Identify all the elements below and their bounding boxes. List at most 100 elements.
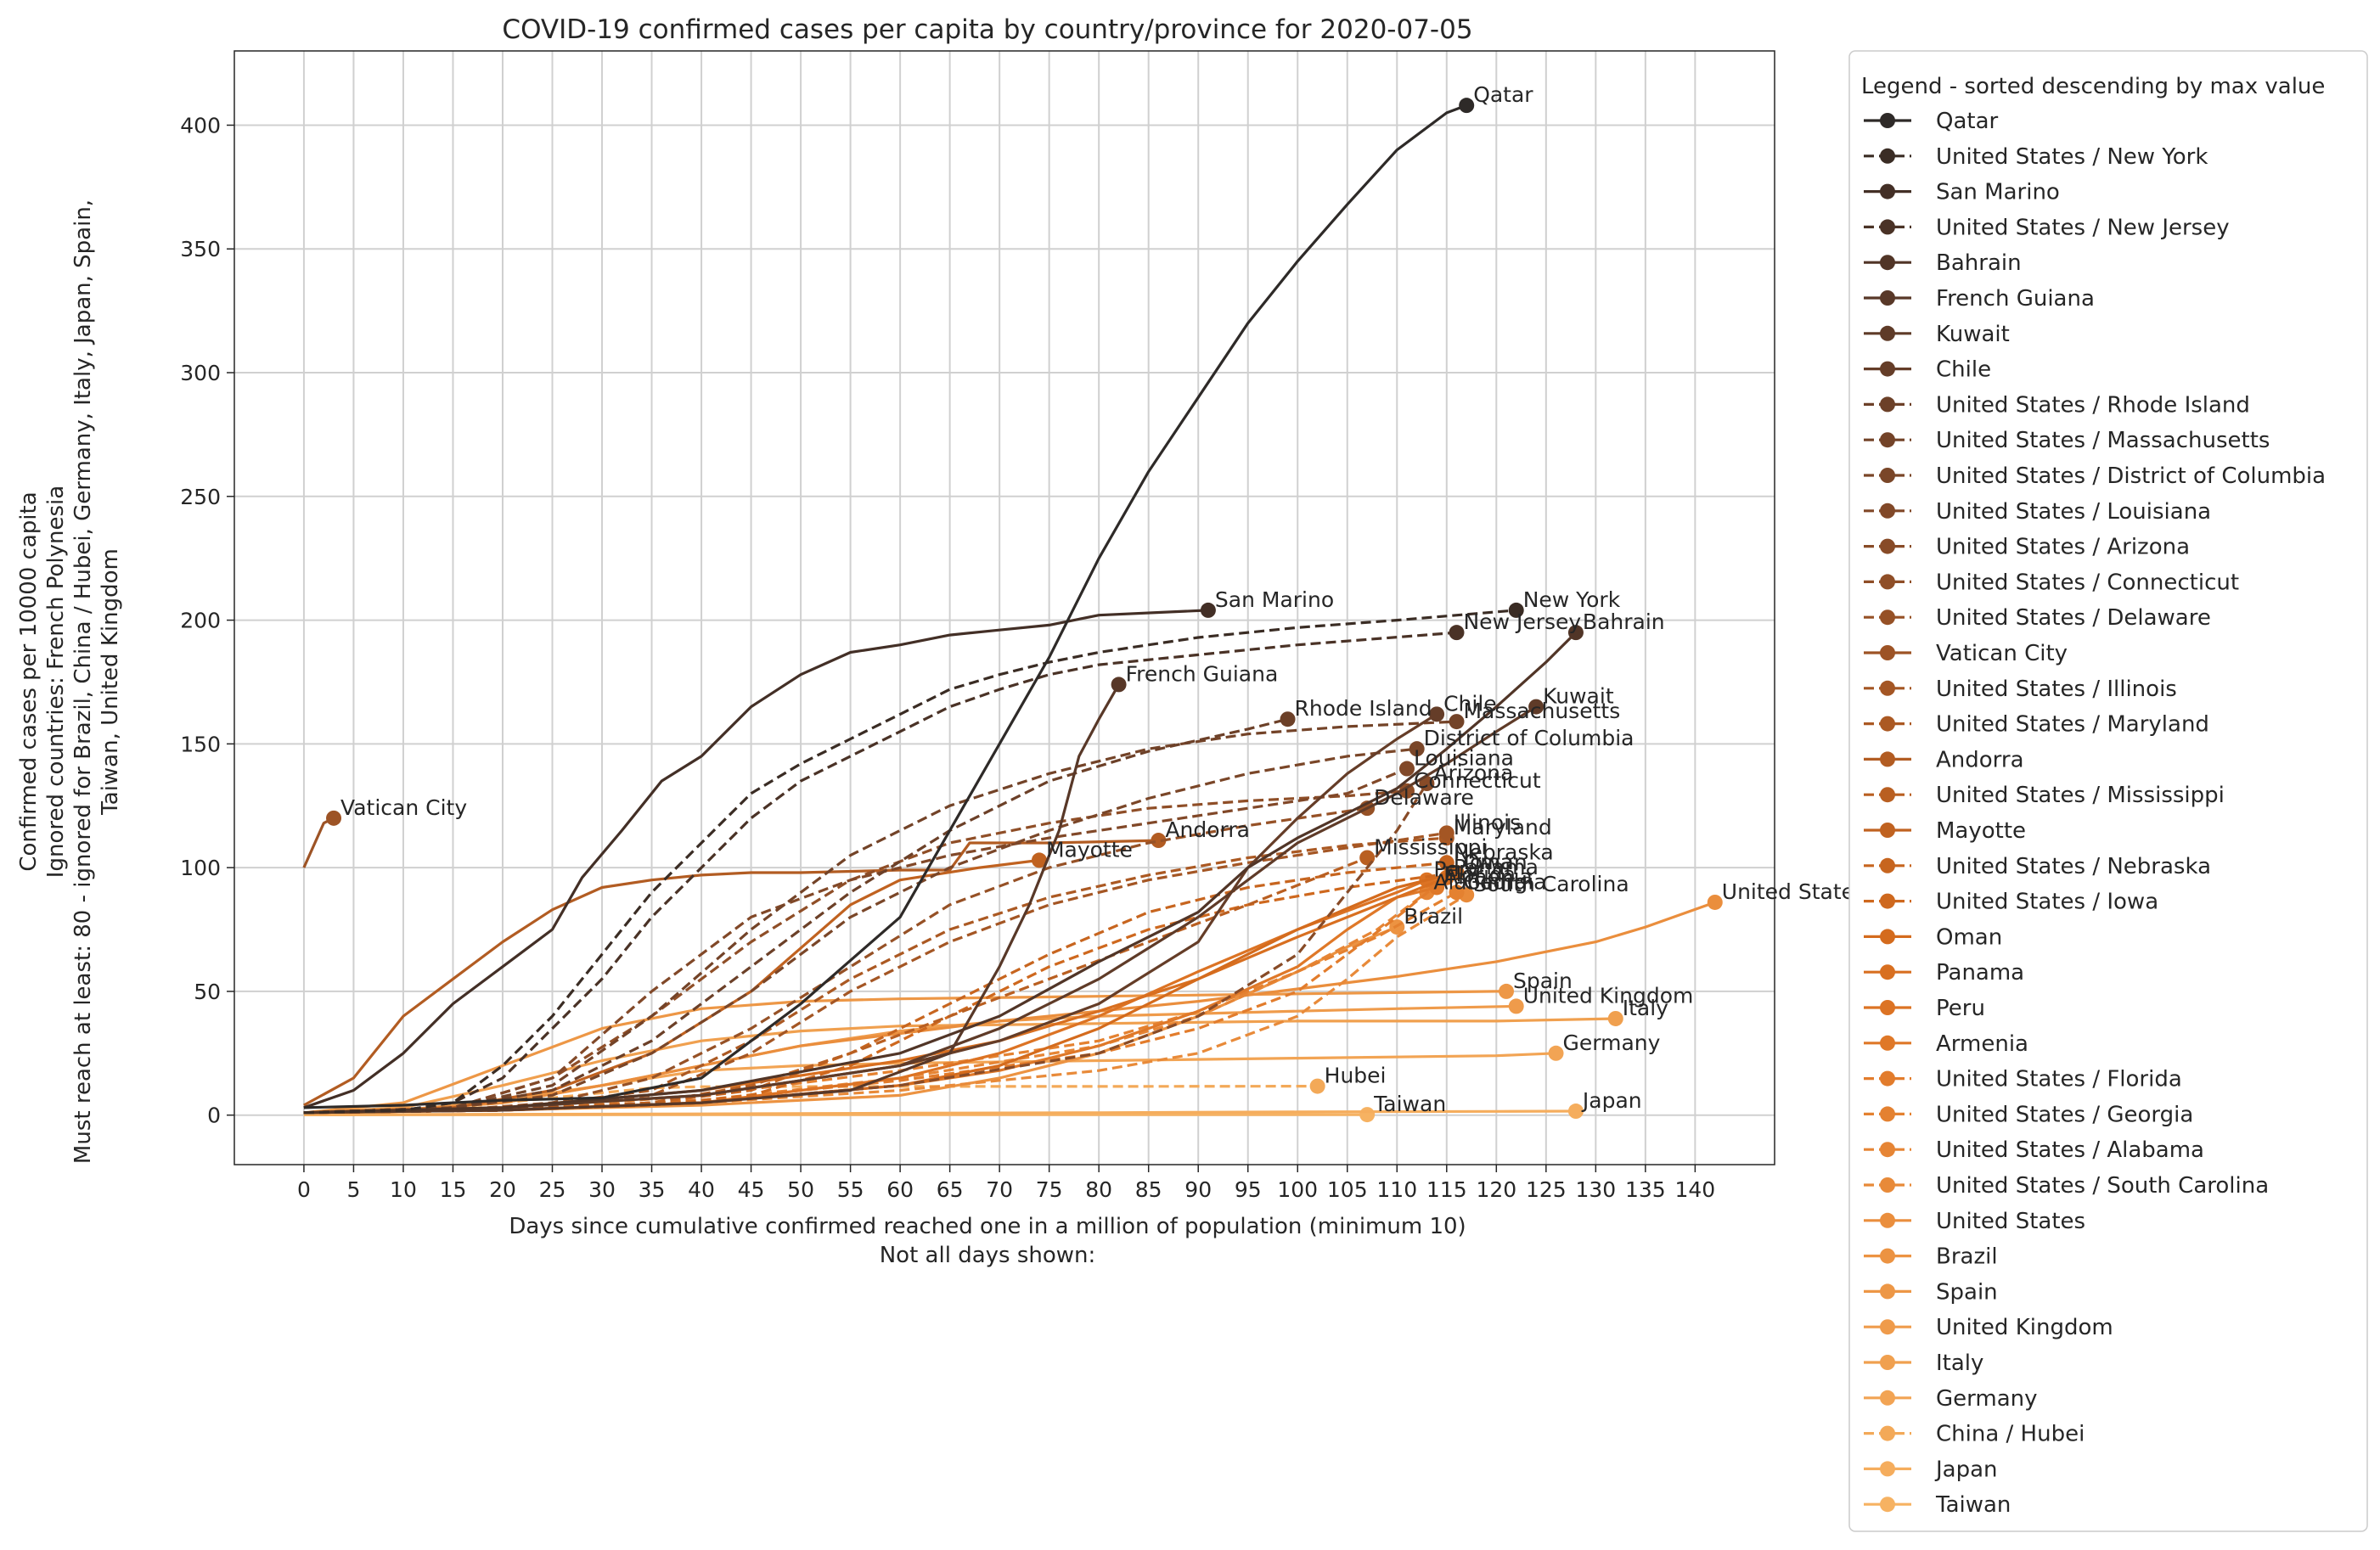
x-tick-label: 65 — [937, 1177, 964, 1202]
x-tick-label: 0 — [297, 1177, 311, 1202]
legend-marker — [1880, 716, 1895, 732]
legend-entry-label: United States / Alabama — [1936, 1137, 2204, 1163]
legend-entry-label: San Marino — [1936, 180, 2060, 205]
legend-marker — [1880, 574, 1895, 589]
series-end-label: Japan — [1581, 1088, 1642, 1113]
legend-marker — [1880, 1000, 1895, 1015]
legend-marker — [1880, 964, 1895, 980]
legend-entry-label: United States / Maryland — [1936, 712, 2209, 738]
x-tick-label: 85 — [1135, 1177, 1162, 1202]
x-axis-note: Not all days shown: — [880, 1243, 1096, 1268]
legend-marker — [1880, 362, 1895, 377]
legend-marker — [1880, 432, 1895, 447]
legend-entry-label: Armenia — [1936, 1031, 2028, 1057]
legend-marker — [1880, 1390, 1895, 1406]
legend-marker — [1880, 823, 1895, 838]
legend-entry-label: Vatican City — [1936, 641, 2068, 666]
legend-marker — [1880, 751, 1895, 767]
series-end-label: French Guiana — [1126, 661, 1279, 686]
legend-marker — [1880, 326, 1895, 341]
y-tick-label: 0 — [207, 1104, 221, 1128]
y-axis-label: Confirmed cases per 10000 capita — [16, 491, 42, 871]
series-end-label: New York — [1523, 587, 1621, 612]
x-tick-label: 45 — [738, 1177, 765, 1202]
x-tick-label: 105 — [1327, 1177, 1368, 1202]
legend-marker — [1880, 113, 1895, 128]
x-tick-label: 60 — [886, 1177, 914, 1202]
legend-entry-label: Peru — [1936, 996, 1985, 1021]
legend-entry-label: United States / Nebraska — [1936, 854, 2211, 879]
legend-marker — [1880, 396, 1895, 412]
legend-entry-label: Germany — [1936, 1386, 2038, 1412]
series-end-label: San Marino — [1215, 587, 1334, 612]
x-axis-label: Days since cumulative confirmed reached … — [509, 1214, 1466, 1239]
legend-entry-label: Spain — [1936, 1279, 1998, 1305]
legend-entry-label: Kuwait — [1936, 322, 2010, 347]
series-end-marker — [1280, 711, 1296, 727]
series-end-marker — [1608, 1011, 1623, 1026]
x-tick-label: 15 — [440, 1177, 467, 1202]
y-tick-label: 350 — [180, 237, 221, 261]
legend-marker — [1880, 255, 1895, 270]
series-end-label: Hubei — [1325, 1064, 1387, 1088]
legend-entry-label: Qatar — [1936, 109, 1999, 134]
legend-entry-label: United States / South Carolina — [1936, 1173, 2269, 1199]
legend-marker — [1880, 539, 1895, 554]
series-end-marker — [1310, 1079, 1325, 1094]
legend-marker — [1880, 787, 1895, 802]
y-tick-label: 250 — [180, 485, 221, 509]
legend-entry-label: Taiwan — [1935, 1492, 2011, 1518]
y-tick-label: 300 — [180, 361, 221, 385]
legend-marker — [1880, 681, 1895, 696]
x-tick-label: 95 — [1235, 1177, 1262, 1202]
series-end-marker — [1359, 1107, 1375, 1122]
legend-entry-label: United States / Florida — [1936, 1067, 2182, 1092]
x-tick-label: 135 — [1625, 1177, 1666, 1202]
series-end-label: District of Columbia — [1424, 726, 1634, 750]
series-end-label: Chile — [1443, 691, 1497, 716]
series-end-marker — [1459, 98, 1474, 113]
legend-entry-label: Brazil — [1936, 1244, 1998, 1270]
x-tick-label: 25 — [539, 1177, 566, 1202]
x-tick-label: 10 — [390, 1177, 417, 1202]
legend-entry-label: United States / District of Columbia — [1936, 463, 2326, 489]
x-tick-label: 120 — [1476, 1177, 1516, 1202]
legend-entry-label: China / Hubei — [1936, 1422, 2085, 1447]
series-end-label: Spain — [1513, 969, 1573, 993]
legend-marker — [1880, 1283, 1895, 1299]
legend-marker — [1880, 609, 1895, 625]
series-end-label: Mayotte — [1046, 837, 1133, 862]
series-end-label: Germany — [1563, 1031, 1661, 1055]
legend-marker — [1880, 1177, 1895, 1193]
y-tick-label: 150 — [180, 732, 221, 756]
series-end-marker — [326, 811, 341, 826]
legend-entry-label: United States / Louisiana — [1936, 499, 2211, 525]
legend-entry-label: United States / Rhode Island — [1936, 392, 2250, 418]
legend-entry-label: Panama — [1936, 960, 2024, 986]
legend-marker — [1880, 894, 1895, 909]
legend-entry-label: Mayotte — [1936, 818, 2026, 844]
legend-entry-label: French Guiana — [1936, 286, 2095, 312]
legend-marker — [1880, 1426, 1895, 1441]
x-tick-label: 80 — [1085, 1177, 1112, 1202]
legend-marker — [1880, 1355, 1895, 1370]
x-tick-label: 100 — [1277, 1177, 1318, 1202]
legend-entry-label: United States / Connecticut — [1936, 570, 2239, 595]
legend-entry-label: United States / Mississippi — [1936, 783, 2225, 808]
legend-marker — [1880, 1249, 1895, 1264]
legend-entry-label: Andorra — [1936, 747, 2024, 772]
x-tick-label: 130 — [1575, 1177, 1616, 1202]
chart-title: COVID-19 confirmed cases per capita by c… — [502, 14, 1472, 45]
legend-entry-label: Bahrain — [1936, 250, 2022, 276]
x-tick-label: 5 — [346, 1177, 360, 1202]
x-tick-label: 30 — [588, 1177, 616, 1202]
legend-entry-label: Japan — [1934, 1457, 1998, 1482]
legend-marker — [1880, 858, 1895, 873]
legend-entry-label: United States — [1936, 1209, 2085, 1234]
series-end-label: Vatican City — [340, 795, 467, 820]
series-end-marker — [1201, 603, 1216, 618]
x-tick-label: 40 — [688, 1177, 715, 1202]
legend-entry-label: United States / Delaware — [1936, 605, 2211, 631]
